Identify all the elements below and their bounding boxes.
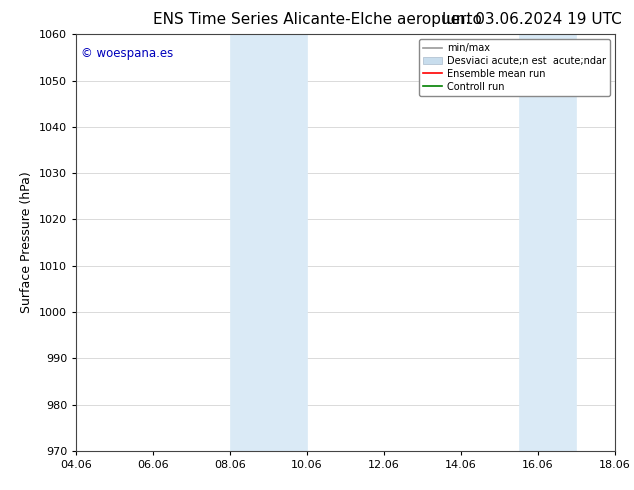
Y-axis label: Surface Pressure (hPa): Surface Pressure (hPa) — [20, 172, 34, 314]
Text: ENS Time Series Alicante-Elche aeropuerto: ENS Time Series Alicante-Elche aeropuert… — [153, 12, 481, 27]
Bar — [230, 34, 307, 451]
Legend: min/max, Desviaci acute;n est  acute;ndar, Ensemble mean run, Controll run: min/max, Desviaci acute;n est acute;ndar… — [419, 39, 610, 96]
Text: © woespana.es: © woespana.es — [81, 47, 174, 60]
Text: lun. 03.06.2024 19 UTC: lun. 03.06.2024 19 UTC — [441, 12, 621, 27]
Bar — [519, 34, 576, 451]
